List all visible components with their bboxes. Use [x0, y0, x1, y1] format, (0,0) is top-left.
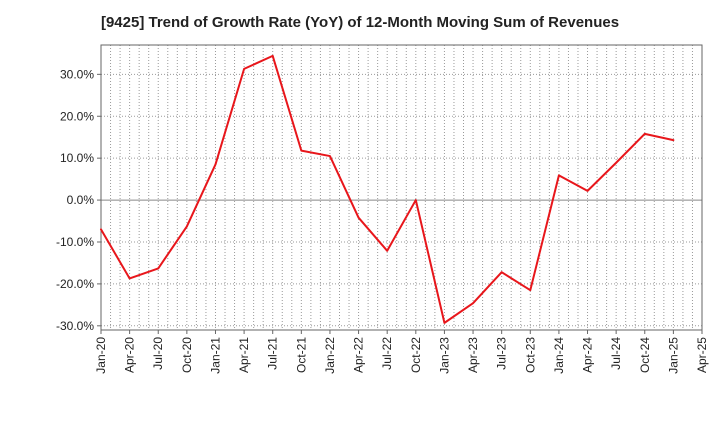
x-tick-label: Apr-25: [695, 337, 709, 373]
x-tick-label: Oct-22: [409, 337, 423, 373]
x-tick-label: Jan-23: [437, 337, 451, 374]
x-tick-label: Jan-25: [666, 337, 680, 374]
x-tick-label: Jul-23: [495, 337, 509, 370]
series-line: [100, 54, 675, 324]
x-tick-label: Apr-20: [123, 337, 137, 373]
y-tick-label: -10.0%: [56, 235, 94, 249]
y-tick-label: -30.0%: [56, 319, 94, 333]
x-tick-label: Jan-21: [208, 337, 222, 374]
x-tick-label: Oct-21: [294, 337, 308, 373]
x-tick-label: Oct-23: [523, 337, 537, 373]
x-tick-label: Oct-24: [638, 337, 652, 373]
y-tick-label: 30.0%: [60, 67, 94, 81]
x-tick-label: Jul-22: [380, 337, 394, 370]
x-tick-label: Jul-20: [151, 337, 165, 370]
x-tick-label: Apr-24: [581, 337, 595, 373]
y-tick-label: 10.0%: [60, 151, 94, 165]
x-tick-label: Jan-22: [323, 337, 337, 374]
y-tick-label: 20.0%: [60, 109, 94, 123]
x-tick-label: Jul-21: [266, 337, 280, 370]
series-layer: [100, 54, 675, 324]
gridlines: [101, 45, 702, 330]
x-tick-label: Apr-23: [466, 337, 480, 373]
y-axis: -30.0% -20.0% -10.0% 0.0% 10.0% 20.0% 30.0%: [56, 67, 101, 333]
x-tick-label: Oct-20: [180, 337, 194, 373]
x-tick-label: Jul-24: [609, 337, 623, 370]
x-tick-label: Apr-21: [237, 337, 251, 373]
y-tick-label: -20.0%: [56, 277, 94, 291]
x-axis: Jan-20 Apr-20 Jul-20 Oct-20 Jan-21 Apr-21 Jul-…: [94, 330, 709, 374]
plot-area-frame: [100, 44, 703, 331]
y-tick-label: 0.0%: [67, 193, 95, 207]
chart-title: [9425] Trend of Growth Rate (YoY) of 12-…: [100, 14, 620, 31]
x-tick-label: Jan-24: [552, 337, 566, 374]
x-tick-label: Jan-20: [94, 337, 108, 374]
x-tick-label: Apr-22: [352, 337, 366, 373]
